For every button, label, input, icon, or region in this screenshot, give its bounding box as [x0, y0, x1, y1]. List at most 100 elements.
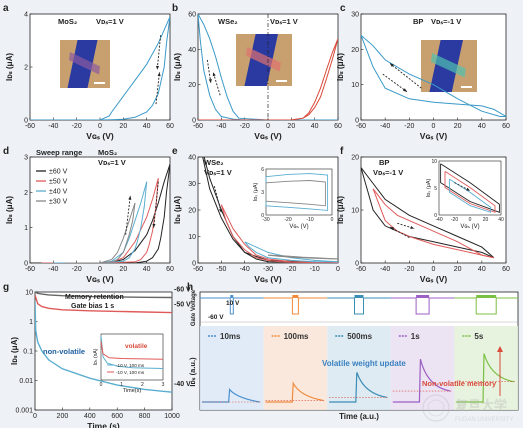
series-line: [30, 16, 170, 120]
current-response: [202, 387, 260, 403]
y-axis-label: Iᴅₛ (a.u.): [188, 357, 197, 387]
x-tick-label: 400: [84, 413, 96, 420]
x-tick-label: 60: [502, 266, 510, 273]
y-tick-label: 1: [29, 319, 33, 326]
y-axis-label: Iᴅₛ (μA): [336, 196, 345, 224]
x-tick-label: 40: [143, 123, 151, 130]
x-tick-label: -50: [216, 266, 226, 273]
series-line: [244, 241, 338, 263]
annotation-non-volatile: non-volatile: [43, 347, 85, 356]
legend-title: Sweep range: [36, 148, 82, 157]
y-tick-label: 1: [24, 225, 28, 232]
micrograph-flake: [431, 53, 466, 78]
y-axis-label: Iᴅₛ (μA): [5, 53, 14, 81]
series-line: [198, 14, 338, 120]
sweep-arrow: [125, 195, 131, 235]
x-axis-label: Vɢₛ (V): [254, 274, 282, 284]
inset-y-tick-label: 6: [261, 167, 264, 173]
series-line: [35, 300, 172, 393]
inset-x-axis-label: Vɢₛ (V): [460, 224, 479, 230]
y-tick-label: 10: [188, 234, 196, 241]
inset-series-line: [265, 173, 329, 211]
pulse-segment-background: [454, 326, 518, 410]
inset-x-tick-label: 20: [483, 217, 489, 223]
y-tick-label: 40: [188, 155, 196, 162]
y-tick-label: 30: [188, 181, 196, 188]
inset-x-tick-label: 2: [141, 382, 144, 388]
annotation-non-volatile: Non-volatile memory: [422, 379, 497, 388]
gate-pulse-marker: [416, 295, 430, 298]
panel-condition: Vᴅₛ=1 V: [96, 17, 124, 26]
series-line: [372, 188, 495, 259]
y-tick-label: 10: [25, 290, 33, 297]
sweep-arrowhead: [410, 225, 415, 229]
series-line: [361, 167, 495, 259]
y-tick-label: 20: [351, 155, 359, 162]
inset-y-tick-label: 5: [434, 186, 437, 192]
x-axis-label: Vɢₛ (V): [420, 131, 448, 141]
inset-legend-entry: -10 V, 100 ms: [116, 363, 145, 368]
pulse-width-label: 100ms: [284, 332, 309, 341]
sweep-arrow: [153, 181, 159, 228]
gate-pulse: [200, 297, 264, 315]
x-tick-label: -60: [193, 123, 203, 130]
inset-series-line: [440, 163, 500, 213]
x-tick-label: 0: [336, 266, 340, 273]
x-tick-label: -40: [240, 266, 250, 273]
inset-y-axis-label: Iᴅₛ (nA): [93, 348, 99, 365]
inset-frame: [100, 333, 164, 381]
annotation-volatile: Volatile weight update: [322, 359, 406, 368]
sweep-arrow: [206, 59, 212, 83]
panel-label: c: [340, 3, 346, 14]
panel-subtitle: Gate bias 1 s: [71, 303, 114, 310]
x-tick-label: -60: [356, 123, 366, 130]
x-tick-label: 20: [287, 123, 295, 130]
x-tick-label: 200: [57, 413, 69, 420]
x-tick-label: 20: [119, 123, 127, 130]
gate-pulse-marker: [230, 295, 234, 298]
x-tick-label: 60: [166, 266, 174, 273]
fudan-watermark: 复旦大学 FUDAN UNIVERSITY: [422, 394, 513, 423]
x-tick-label: 40: [478, 266, 486, 273]
micrograph-flake: [69, 52, 100, 75]
inset-x-tick-label: 0: [331, 217, 334, 223]
sweep-arrowhead: [157, 72, 161, 77]
panel-d: -60 -40 -20 0 20 40 60 0 1 2 3 Vɢₛ (V) Iᴅₛ (μA) d Swee…: [3, 146, 174, 284]
x-tick-label: 0: [98, 123, 102, 130]
current-response: [392, 358, 451, 403]
inset-y-tick-label: 0: [261, 213, 264, 219]
x-tick-label: -40: [48, 266, 58, 273]
panel-label: a: [3, 3, 9, 14]
y-tick-label: 10: [351, 82, 359, 89]
inset-f: -40 -20 0 20 40 0 5 10 Vɢₛ (V) Iᴅₛ (μA): [426, 159, 504, 230]
inset-e: -30 -20 -10 0 0 3 6 Vɢₛ (V) Iᴅₛ (μA): [253, 167, 334, 230]
inset-y-axis-label: Iᴅₛ (μA): [253, 183, 259, 202]
pulse-width-label: 10ms: [220, 332, 241, 341]
panel-title: MoS₂: [58, 17, 77, 26]
y-tick-label: 60: [188, 12, 196, 19]
sweep-arrowhead: [128, 195, 132, 200]
x-tick-label: -60: [25, 123, 35, 130]
x-tick-label: 40: [143, 266, 151, 273]
watermark-cn: 复旦大学: [454, 398, 507, 413]
panel-condition: Vᴅₛ=1 V: [204, 168, 232, 177]
fudan-seal-inner-icon: [427, 399, 445, 417]
pulse-width-label: 500ms: [347, 332, 372, 341]
y-tick-label: 0: [355, 261, 359, 268]
inset-x-tick-label: -40: [435, 217, 442, 223]
pulse-segment-background: [200, 326, 264, 410]
series-line: [65, 202, 136, 263]
inset-x-tick-label: -10: [306, 217, 313, 223]
panel-title: BP: [413, 17, 423, 26]
inset-x-tick-label: 0: [100, 382, 103, 388]
x-axis-label: Vɢₛ (V): [86, 274, 114, 284]
gate-pulse: [263, 297, 328, 315]
series-line: [35, 294, 172, 314]
y-tick-label: 2: [24, 190, 28, 197]
x-tick-label: 40: [311, 123, 319, 130]
series-line: [220, 204, 338, 263]
panel-title: MoS₂: [98, 148, 117, 157]
sweep-arrowhead: [155, 65, 160, 70]
